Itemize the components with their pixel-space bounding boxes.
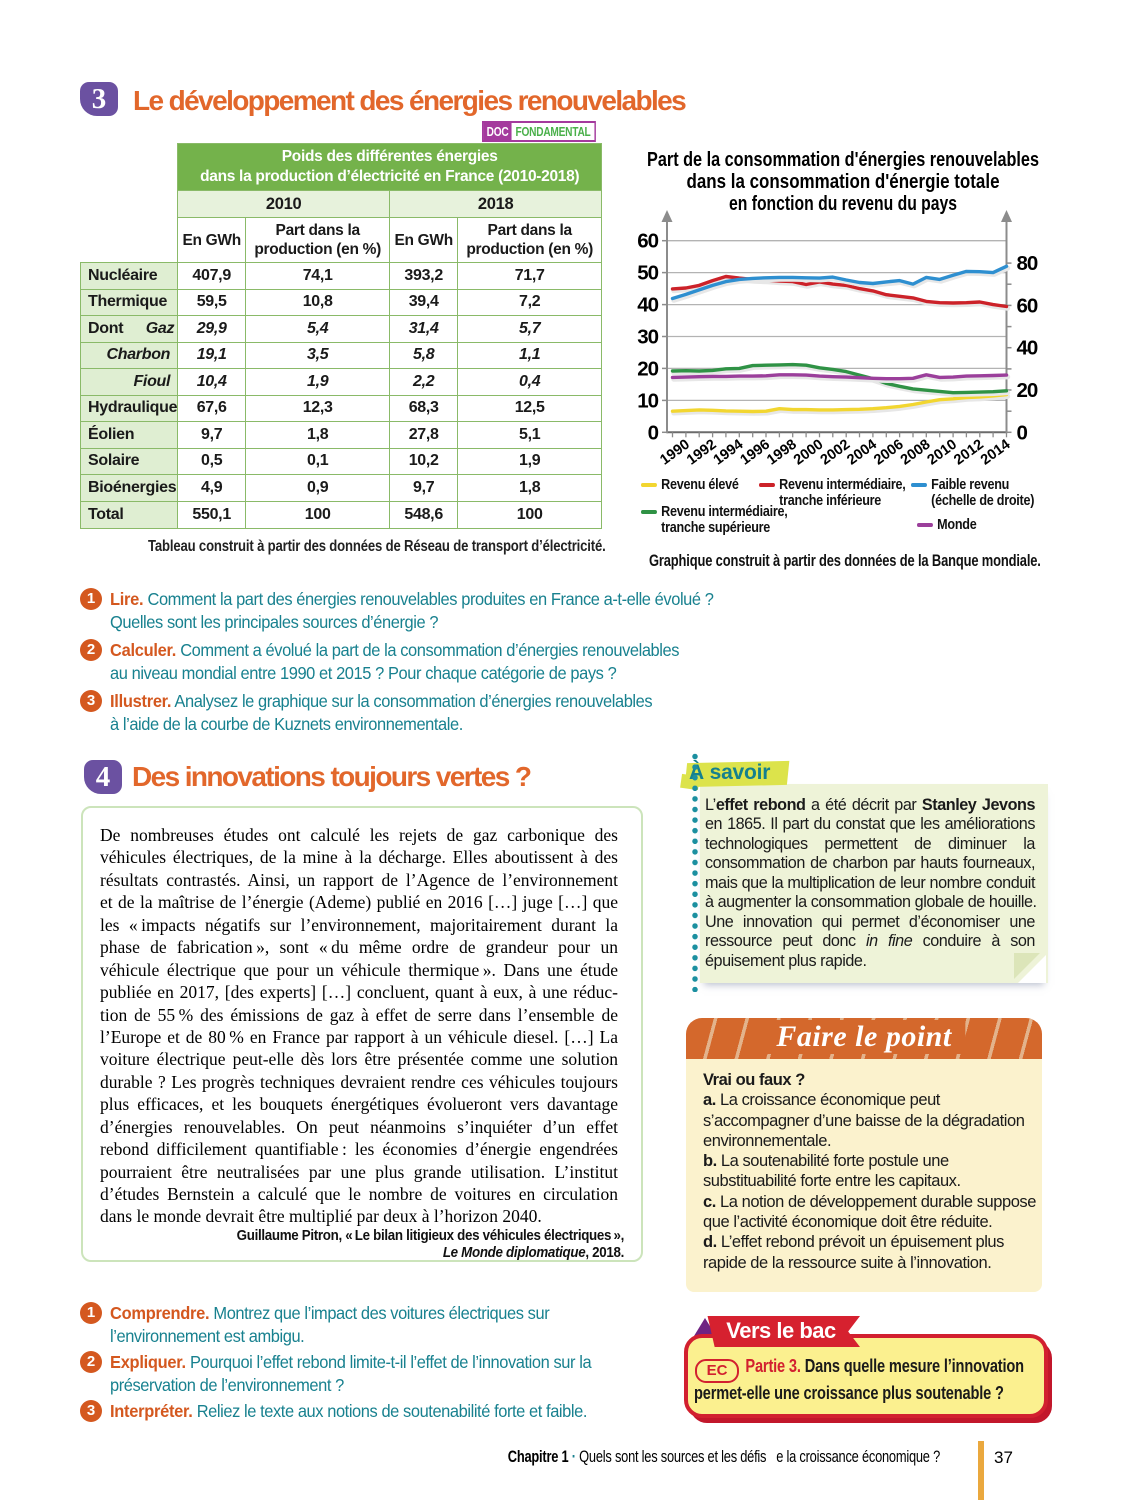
svg-text:2014: 2014 — [978, 437, 1014, 469]
svg-text:60: 60 — [1017, 294, 1038, 317]
svg-text:30: 30 — [637, 326, 658, 349]
svg-text:dans la consommation d'énergie: dans la consommation d'énergie totale — [687, 171, 1000, 193]
svg-text:60: 60 — [637, 230, 658, 253]
svg-text:80: 80 — [1017, 252, 1038, 275]
svg-text:0: 0 — [1017, 421, 1028, 444]
svg-text:10: 10 — [637, 389, 658, 412]
svg-text:20: 20 — [1017, 379, 1038, 402]
svg-text:Part de la consommation d'éner: Part de la consommation d'énergies renou… — [647, 149, 1039, 171]
svg-text:0: 0 — [648, 421, 659, 444]
svg-text:20: 20 — [637, 357, 658, 380]
svg-text:40: 40 — [637, 294, 658, 317]
svg-text:en fonction du revenu du pays: en fonction du revenu du pays — [729, 193, 957, 215]
svg-text:40: 40 — [1017, 337, 1038, 360]
svg-text:50: 50 — [637, 262, 658, 285]
